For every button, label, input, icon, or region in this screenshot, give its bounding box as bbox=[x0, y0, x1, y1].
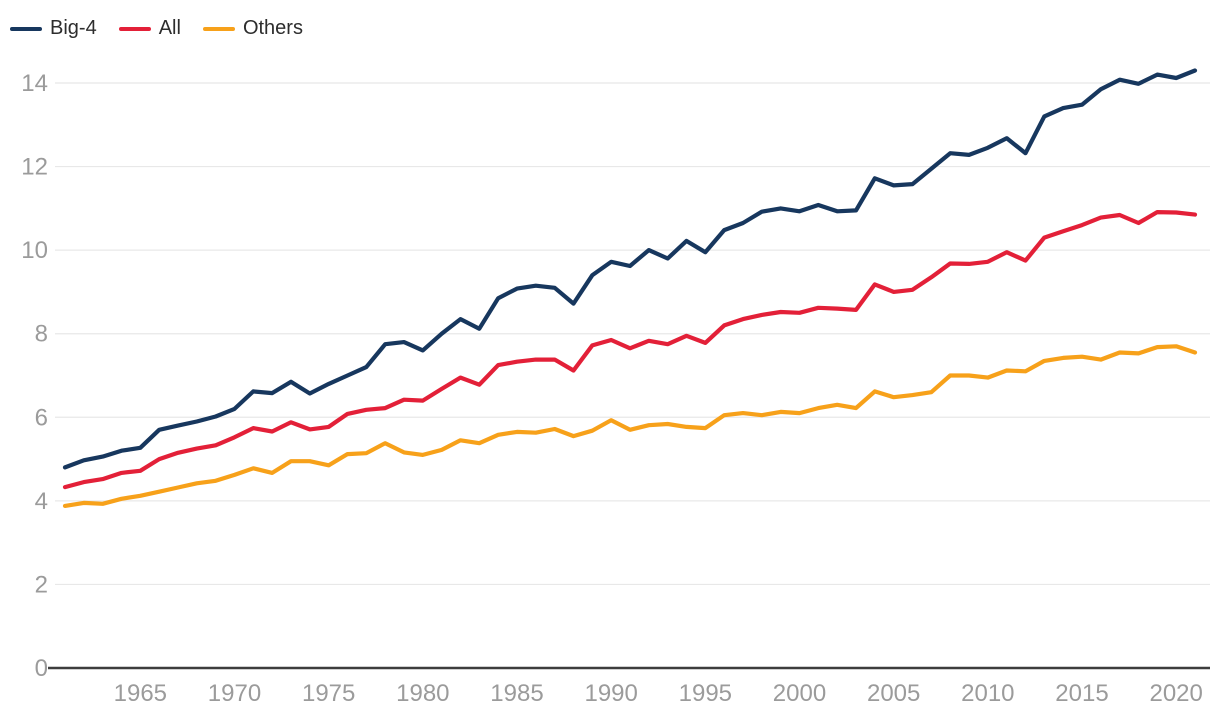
legend-swatch-all-icon bbox=[118, 26, 151, 32]
x-tick-label-1985: 1985 bbox=[490, 680, 543, 707]
x-tick-label-2010: 2010 bbox=[961, 680, 1014, 707]
y-tick-label-6: 6 bbox=[35, 404, 48, 431]
legend-item-big4: Big-4 bbox=[10, 18, 97, 40]
x-tick-label-1970: 1970 bbox=[208, 680, 261, 707]
y-tick-label-0: 0 bbox=[35, 655, 48, 682]
x-tick-label-1965: 1965 bbox=[114, 680, 167, 707]
y-tick-label-14: 14 bbox=[21, 70, 48, 97]
x-tick-label-1995: 1995 bbox=[679, 680, 732, 707]
x-tick-label-2000: 2000 bbox=[773, 680, 826, 707]
chart-legend: Big-4 All Others bbox=[10, 18, 303, 40]
series-line-all bbox=[62, 210, 1198, 490]
x-tick-label-1990: 1990 bbox=[584, 680, 637, 707]
legend-swatch-big4-icon bbox=[10, 26, 42, 32]
x-tick-label-1975: 1975 bbox=[302, 680, 355, 707]
y-tick-label-10: 10 bbox=[21, 237, 48, 264]
legend-label-all: All bbox=[158, 17, 181, 39]
series-line-others bbox=[62, 344, 1198, 508]
x-tick-label-2020: 2020 bbox=[1149, 680, 1202, 707]
x-tick-label-2005: 2005 bbox=[867, 680, 920, 707]
legend-swatch-others-icon bbox=[202, 26, 235, 32]
x-tick-label-2015: 2015 bbox=[1055, 680, 1108, 707]
y-tick-label-12: 12 bbox=[21, 154, 48, 181]
series-line-big-4 bbox=[62, 68, 1198, 470]
y-tick-label-2: 2 bbox=[35, 571, 48, 598]
x-tick-label-1980: 1980 bbox=[396, 680, 449, 707]
y-tick-label-8: 8 bbox=[35, 321, 48, 348]
legend-label-others: Others bbox=[242, 17, 303, 39]
legend-label-big4: Big-4 bbox=[50, 17, 97, 39]
legend-item-others: Others bbox=[202, 17, 303, 40]
y-tick-label-4: 4 bbox=[35, 488, 48, 515]
legend-item-all: All bbox=[118, 17, 181, 40]
